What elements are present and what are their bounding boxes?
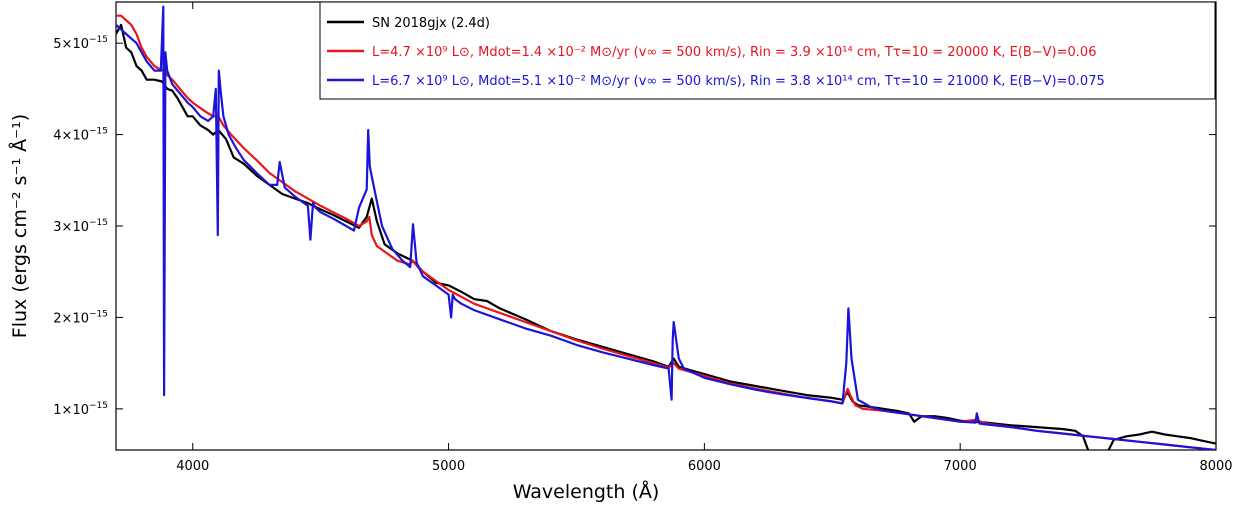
y-tick-label-1: 2×10−15: [53, 309, 108, 326]
series-layer: [116, 5, 1216, 450]
y-tick-label-2: 3×10−15: [53, 218, 108, 235]
x-tick-label-4: 8000: [1199, 459, 1232, 474]
y-tick-label-0: 1×10−15: [53, 401, 108, 418]
series-line-0: [116, 23, 1216, 450]
x-tick-label-1: 5000: [432, 459, 465, 474]
x-tick-label-3: 7000: [944, 459, 977, 474]
series-line-2: [116, 5, 1216, 450]
y-axis-label: Flux (ergs cm⁻² s⁻¹ Å⁻¹): [8, 114, 31, 338]
x-tick-label-2: 6000: [688, 459, 721, 474]
x-tick-label-0: 4000: [176, 459, 209, 474]
y-tick-label-4: 5×10−15: [53, 35, 108, 52]
x-axis-label: Wavelength (Å): [513, 480, 660, 503]
y-tick-label-3: 4×10−15: [53, 127, 108, 144]
legend-entry-2: L=6.7 ×10⁹ L⊙, Mdot=5.1 ×10⁻² M⊙/yr (v∞ …: [372, 74, 1105, 89]
legend: SN 2018gjx (2.4d) L=4.7 ×10⁹ L⊙, Mdot=1.…: [319, 1, 1216, 100]
legend-box: [319, 1, 1216, 100]
legend-entry-0: SN 2018gjx (2.4d): [372, 16, 490, 31]
legend-entry-1: L=4.7 ×10⁹ L⊙, Mdot=1.4 ×10⁻² M⊙/yr (v∞ …: [372, 45, 1096, 60]
